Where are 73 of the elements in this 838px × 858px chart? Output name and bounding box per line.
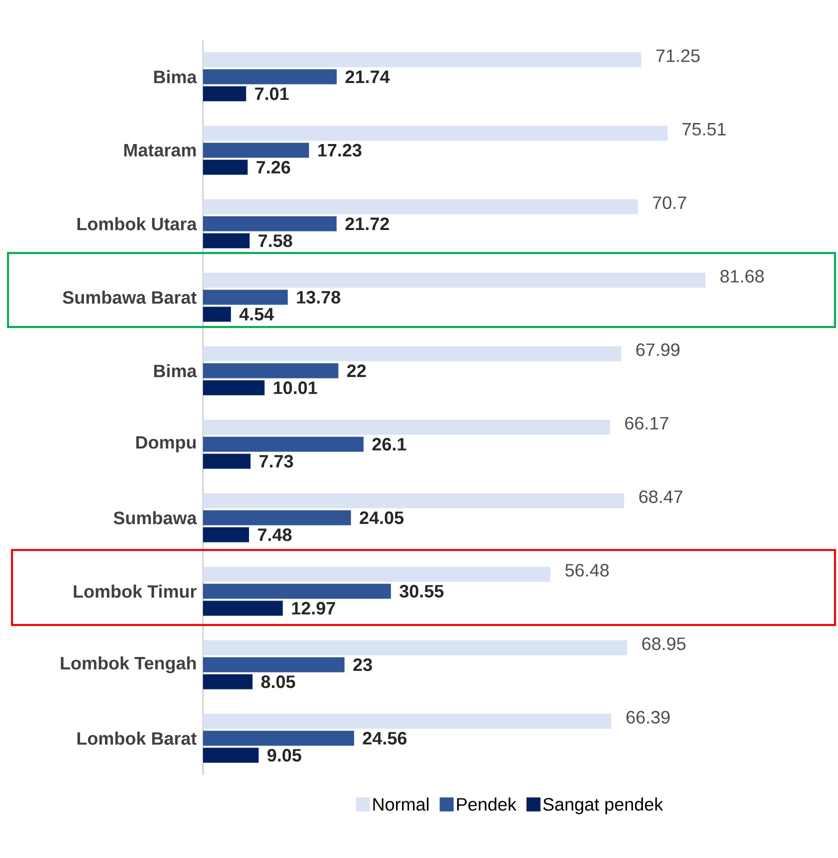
bar	[203, 346, 622, 362]
bar	[203, 436, 364, 452]
bar	[203, 493, 624, 508]
data-label: 22	[347, 364, 366, 378]
bar	[203, 714, 612, 729]
y-tick-label: Lombok Barat	[77, 732, 197, 745]
bar	[203, 363, 338, 378]
bar	[203, 69, 337, 84]
bar	[203, 290, 288, 305]
data-label: 17.23	[318, 144, 362, 157]
y-tick-label: Lombok Timur	[74, 584, 197, 598]
data-label: 12.97	[292, 602, 336, 615]
data-label: 7.01	[255, 87, 289, 100]
bar	[203, 748, 259, 763]
data-label: 7.58	[258, 234, 292, 248]
bar	[203, 199, 638, 214]
data-label: 68.95	[642, 637, 686, 650]
data-label: 24.05	[360, 511, 404, 524]
bar	[203, 126, 668, 141]
bar	[203, 640, 628, 656]
data-label: 68.47	[639, 490, 682, 504]
data-label: 66.17	[625, 416, 668, 430]
y-tick-label: Lombok Tengah	[60, 656, 196, 674]
data-label: 21.74	[346, 70, 390, 84]
data-label: 21.72	[345, 217, 389, 230]
data-label: 67.99	[636, 343, 680, 356]
bar	[203, 380, 265, 396]
bar	[203, 730, 354, 746]
data-label: 70.7	[653, 196, 686, 210]
bar	[203, 272, 706, 288]
data-label: 56.48	[565, 564, 609, 577]
y-tick-label: Sumbawa	[114, 511, 197, 524]
bar	[203, 216, 337, 232]
data-label: 81.68	[720, 270, 764, 283]
y-tick-label: Dompu	[136, 436, 196, 452]
data-label: 26.1	[372, 438, 406, 451]
data-label: 71.25	[656, 49, 700, 62]
bar	[203, 674, 253, 690]
y-tick-label: Mataram	[124, 144, 196, 156]
y-tick-label: Lombok Utara	[77, 217, 197, 230]
y-tick-label: Sumbawa Barat	[62, 290, 197, 304]
data-label: 4.54	[239, 308, 274, 321]
data-label: 7.26	[256, 160, 290, 174]
bar	[203, 86, 246, 102]
bar	[203, 160, 248, 175]
bar	[203, 420, 610, 435]
bar	[203, 657, 344, 672]
legend-label: Normal	[373, 798, 428, 811]
legend-label: Pendek	[457, 798, 517, 811]
data-label: 24.56	[362, 732, 407, 745]
bar	[203, 142, 309, 158]
data-label: 66.39	[626, 710, 670, 724]
y-tick-label: Bima	[154, 70, 197, 84]
bar	[203, 454, 251, 469]
data-label: 7.48	[258, 528, 292, 542]
data-label: 13.78	[297, 290, 340, 304]
data-label: 75.51	[682, 122, 726, 136]
legend-label: Sangat pendek	[543, 798, 664, 814]
data-label: 30.55	[400, 584, 444, 598]
bar	[203, 566, 550, 582]
bar	[203, 52, 642, 68]
data-label: 10.01	[274, 381, 318, 394]
bar	[203, 584, 391, 599]
bar	[203, 510, 351, 526]
data-label: 7.73	[260, 454, 294, 468]
data-label: 9.05	[267, 748, 302, 762]
bar	[203, 600, 283, 616]
data-label: 23	[353, 658, 372, 672]
data-label: 8.05	[261, 675, 296, 688]
y-tick-label: Bima	[154, 364, 197, 378]
bar	[203, 306, 231, 322]
bar	[203, 233, 250, 248]
bar	[203, 527, 250, 542]
